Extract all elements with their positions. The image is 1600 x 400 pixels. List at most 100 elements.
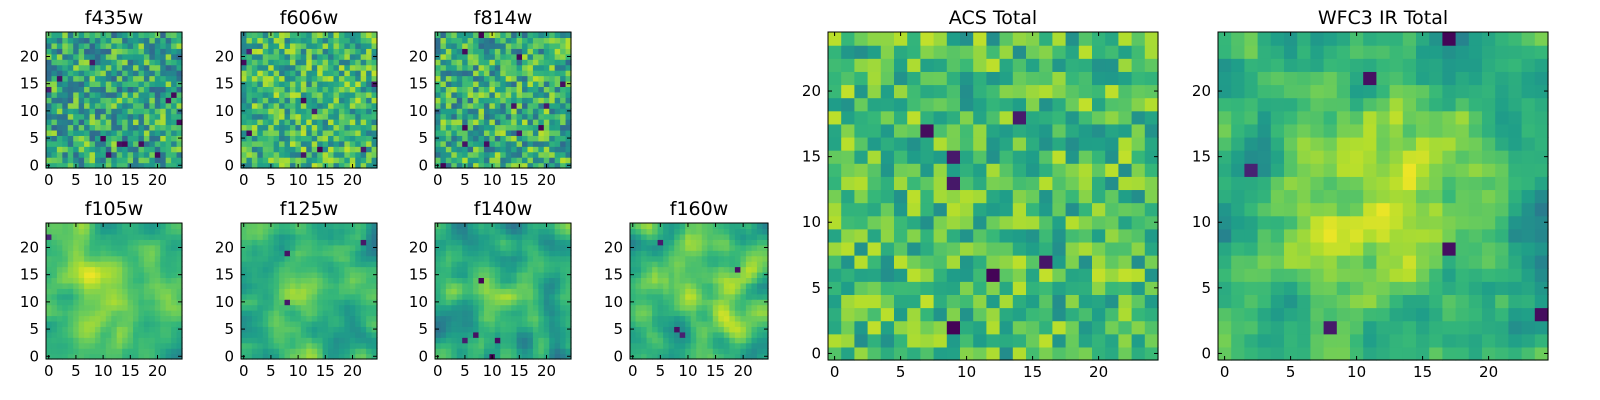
heatmap-cell <box>679 282 686 289</box>
heatmap-cell <box>127 157 134 164</box>
heatmap-cell <box>751 310 758 317</box>
heatmap-cell <box>268 304 275 311</box>
heatmap-cell <box>1052 281 1067 295</box>
heatmap-cell <box>440 304 447 311</box>
heatmap-cell <box>500 255 507 262</box>
heatmap-cell <box>532 326 539 333</box>
heatmap-cell <box>986 281 1001 295</box>
heatmap-cell <box>273 151 280 158</box>
heatmap-cell <box>489 97 496 104</box>
heatmap-cell <box>105 102 112 109</box>
heatmap-cell <box>111 320 118 327</box>
heatmap-cell <box>67 70 74 77</box>
heatmap-cell <box>262 102 269 109</box>
heatmap-cell <box>111 293 118 300</box>
heatmap-cell <box>251 75 258 82</box>
heatmap-cell <box>718 288 725 295</box>
heatmap-cell <box>494 42 501 49</box>
heatmap-cell <box>257 53 264 60</box>
heatmap-cell <box>630 266 637 273</box>
heatmap-cell <box>500 86 507 93</box>
heatmap-cell <box>516 250 523 257</box>
heatmap-cell <box>127 266 134 273</box>
heatmap-cell <box>122 288 129 295</box>
heatmap-cell <box>289 239 296 246</box>
heatmap-cell <box>51 97 58 104</box>
heatmap-cell <box>127 86 134 93</box>
heatmap-cell <box>451 151 458 158</box>
heatmap-cell <box>149 304 156 311</box>
heatmap-cell <box>241 293 248 300</box>
heatmap-cell <box>663 228 670 235</box>
heatmap-cell <box>473 37 480 44</box>
heatmap-cell <box>165 288 172 295</box>
heatmap-cell <box>723 271 730 278</box>
heatmap-cell <box>73 277 80 284</box>
heatmap-cell <box>527 271 534 278</box>
heatmap-cell <box>311 288 318 295</box>
heatmap-cell <box>284 293 291 300</box>
heatmap-cell <box>268 140 275 147</box>
heatmap-cell <box>56 42 63 49</box>
heatmap-cell <box>751 223 758 230</box>
heatmap-cell <box>456 331 463 338</box>
heatmap-cell <box>841 294 855 309</box>
heatmap-cell <box>360 151 367 158</box>
heatmap-cell <box>554 113 561 120</box>
heatmap-cell <box>1118 215 1133 230</box>
heatmap-cell <box>516 135 523 142</box>
heatmap-cell <box>1065 346 1080 361</box>
heatmap-cell <box>494 310 501 317</box>
heatmap-cell <box>467 299 474 306</box>
heatmap-cell <box>1052 333 1067 348</box>
heatmap-cell <box>289 70 296 77</box>
heatmap-cell <box>154 64 161 71</box>
heatmap-cell <box>646 315 653 322</box>
heatmap-cell <box>538 271 545 278</box>
heatmap-cell <box>289 140 296 147</box>
heatmap-cell <box>565 337 572 344</box>
heatmap-cell <box>154 119 161 126</box>
heatmap-cell <box>295 310 302 317</box>
heatmap-cell <box>1052 163 1067 177</box>
heatmap-cell <box>246 157 253 164</box>
heatmap-cell <box>933 241 948 256</box>
heatmap-cell <box>657 233 664 240</box>
heatmap-cell <box>338 266 345 273</box>
heatmap-cell <box>462 310 469 317</box>
heatmap-cell <box>999 346 1014 361</box>
heatmap-cell <box>257 320 264 327</box>
heatmap-cell <box>171 348 178 355</box>
heatmap-cell <box>306 86 313 93</box>
heatmap-cell <box>78 157 85 164</box>
heatmap-cell <box>762 223 769 230</box>
heatmap-cell <box>549 113 556 120</box>
heatmap-cell <box>946 346 961 361</box>
heatmap-cell <box>78 326 85 333</box>
heatmap-cell <box>122 64 129 71</box>
heatmap-cell <box>641 239 648 246</box>
heatmap-cell <box>89 146 96 153</box>
heatmap-cell <box>511 288 518 295</box>
heatmap-cell <box>116 124 123 131</box>
heatmap-cell <box>116 64 123 71</box>
heatmap-cell <box>696 239 703 246</box>
heatmap-cell <box>532 108 539 115</box>
heatmap-cell <box>338 59 345 66</box>
heatmap-cell <box>251 42 258 49</box>
heatmap-cell <box>127 304 134 311</box>
heatmap-cell <box>300 157 307 164</box>
heatmap-cell <box>160 304 167 311</box>
heatmap-cell <box>451 353 458 360</box>
heatmap-cell <box>960 241 974 256</box>
heatmap-cell <box>51 233 58 240</box>
heatmap-cell <box>241 315 248 322</box>
heatmap-cell <box>355 223 362 230</box>
heatmap-cell <box>317 157 324 164</box>
heatmap-cell <box>467 151 474 158</box>
heatmap-cell <box>841 333 855 348</box>
heatmap-cell <box>500 288 507 295</box>
heatmap-cell <box>355 162 362 169</box>
heatmap-cell <box>311 135 318 142</box>
heatmap-cell <box>366 233 373 240</box>
